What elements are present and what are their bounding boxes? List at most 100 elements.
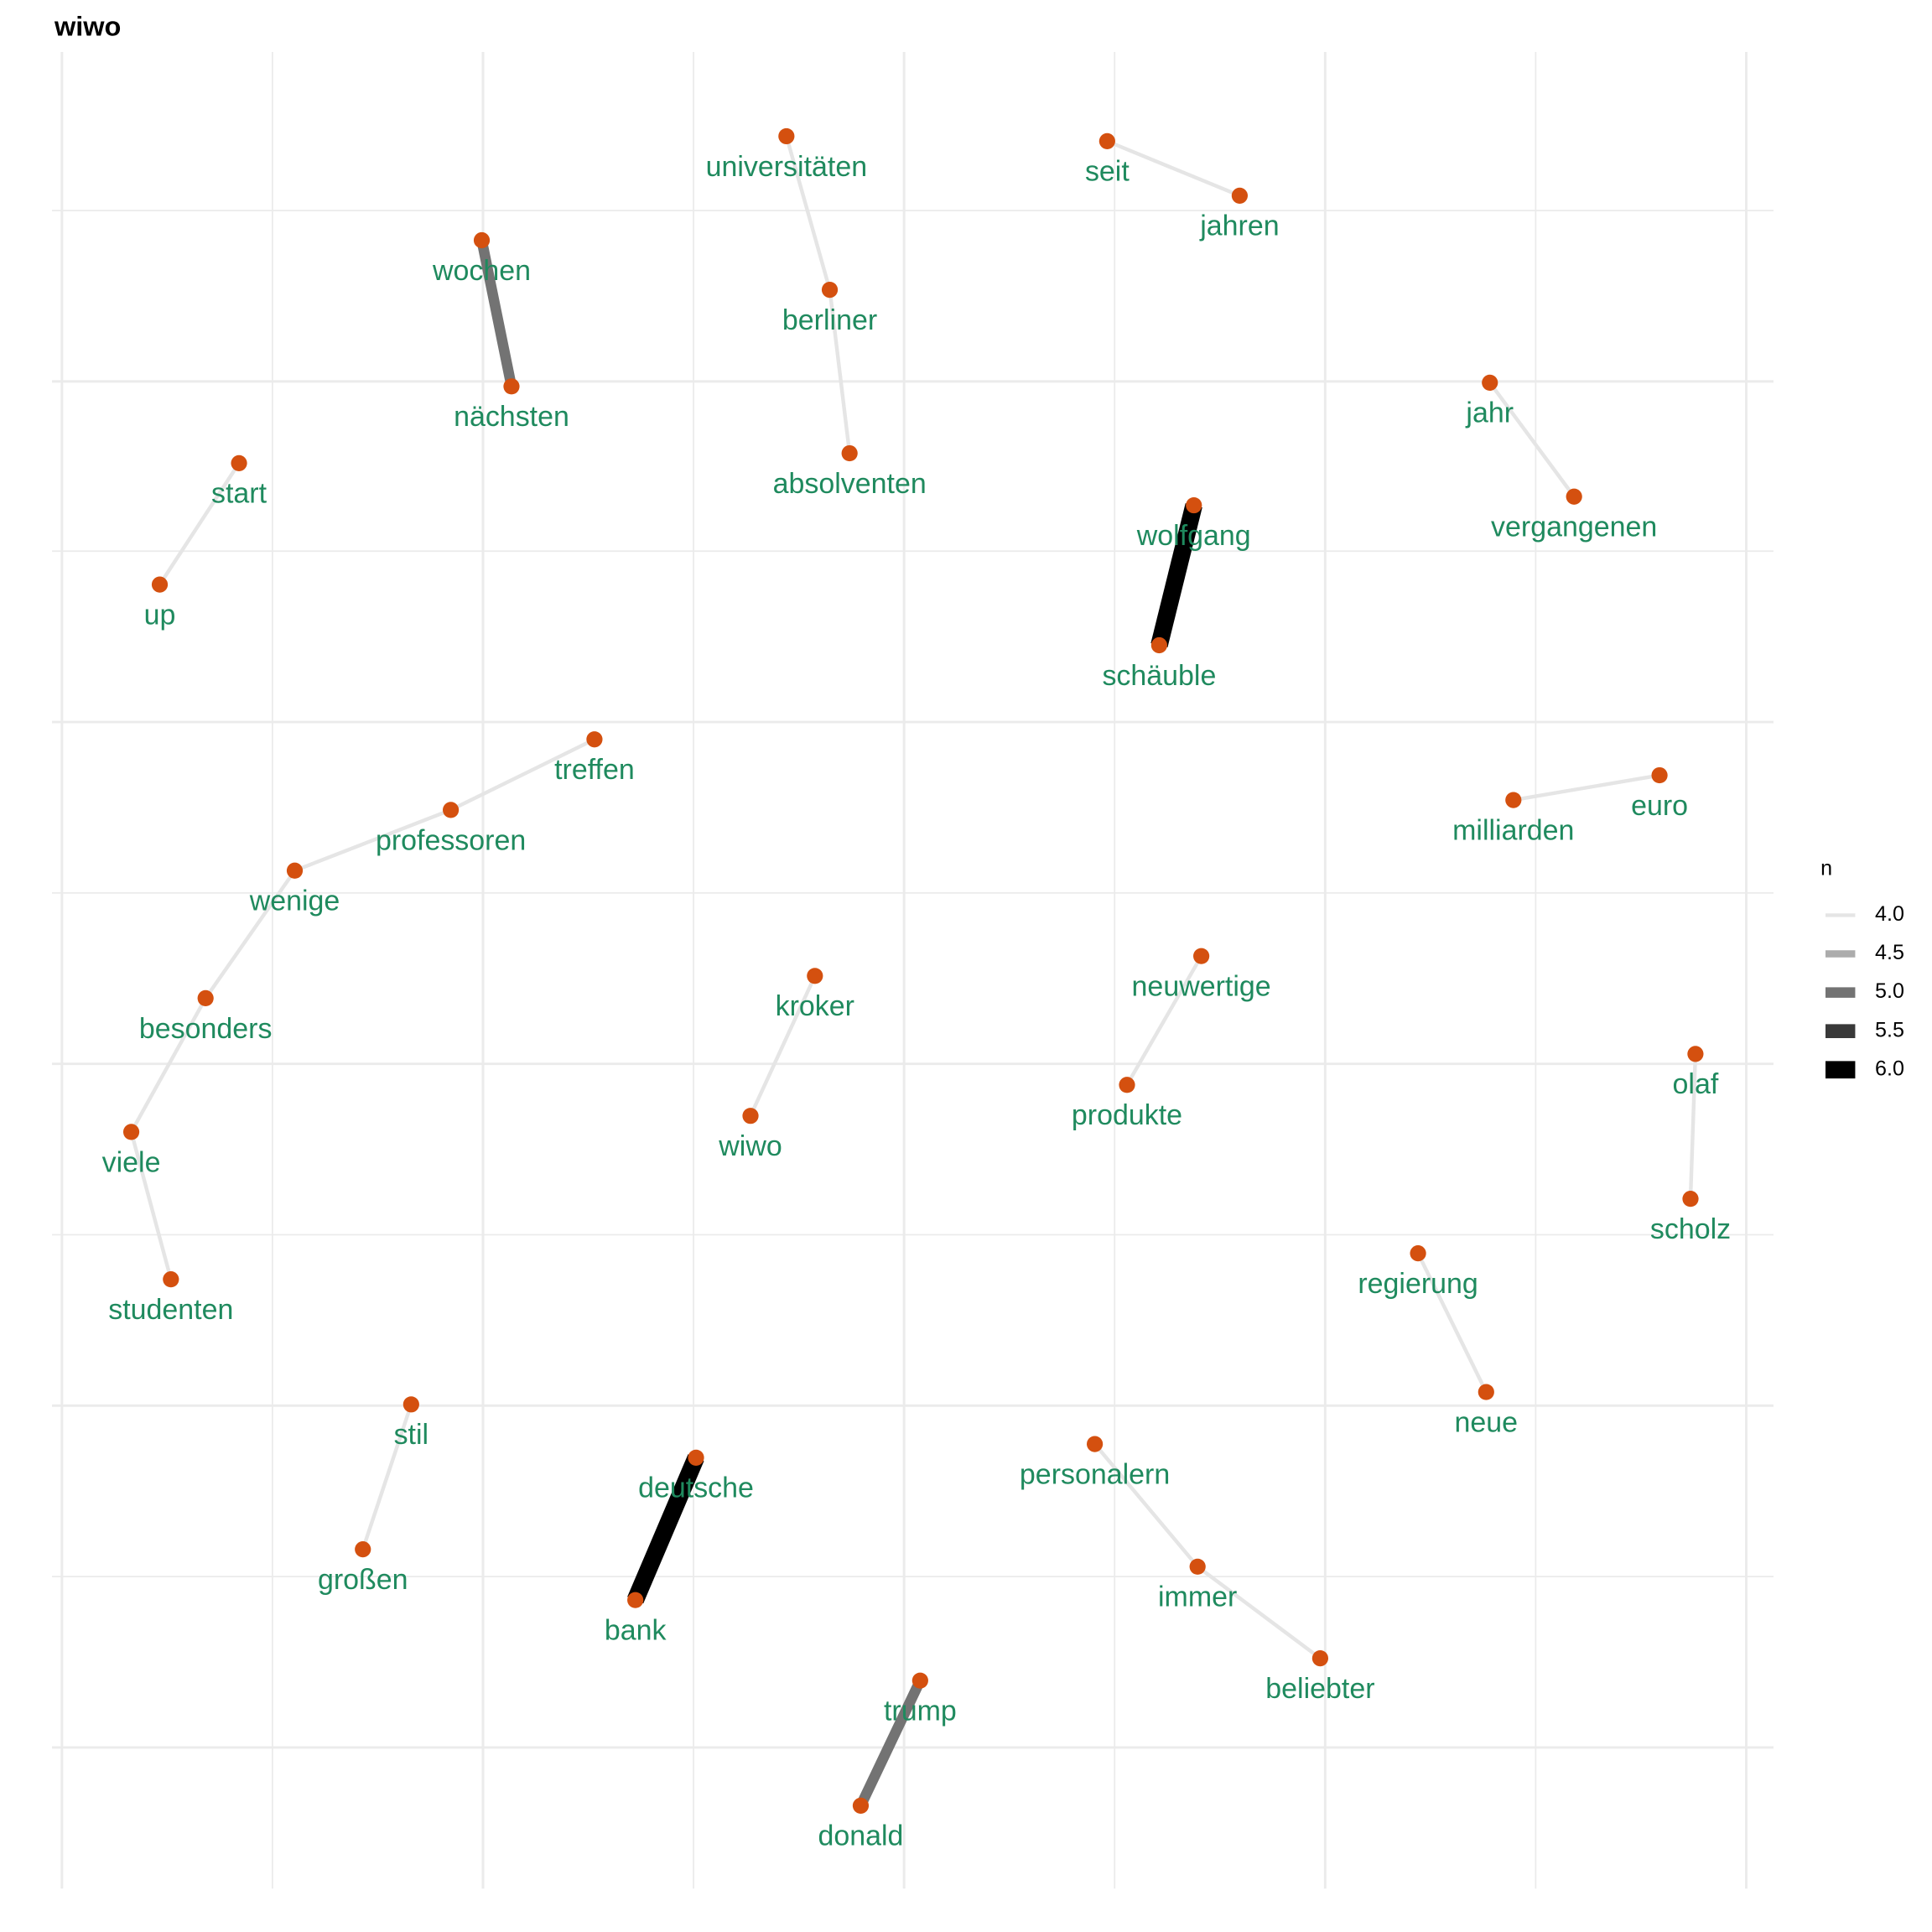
edge [828, 289, 852, 454]
node-label: donald [818, 1820, 903, 1852]
edge [1688, 1053, 1698, 1199]
node-label: up [144, 599, 176, 631]
node-point [122, 1124, 140, 1140]
node-point [1193, 948, 1210, 964]
edge [204, 870, 297, 1000]
node-label: euro [1631, 790, 1688, 822]
legend-label: 5.5 [1875, 1018, 1904, 1041]
node-point [852, 1797, 870, 1814]
node-point [586, 731, 603, 748]
node-label: kroker [776, 990, 854, 1022]
node-label: seit [1085, 156, 1130, 188]
node-point [355, 1541, 371, 1558]
node-point [1087, 1436, 1104, 1452]
node-point [1682, 1191, 1699, 1208]
node-label: scholz [1650, 1213, 1731, 1245]
edge [129, 1131, 173, 1280]
node-label: neuwertige [1132, 971, 1271, 1003]
node-point [911, 1672, 928, 1689]
node-point [231, 454, 247, 471]
legend-title: n [1820, 856, 1832, 880]
edge [1106, 139, 1241, 198]
edge [293, 808, 452, 873]
node-label: milliarden [1452, 814, 1574, 846]
edge [855, 1678, 926, 1809]
node-label: treffen [554, 754, 635, 786]
node-point [1311, 1650, 1328, 1667]
node-label: trump [884, 1696, 957, 1727]
node-label: besonders [139, 1013, 273, 1045]
edge [627, 1454, 704, 1604]
edge [1488, 382, 1576, 498]
node-label: wiwo [718, 1130, 782, 1162]
edge [1093, 1442, 1199, 1568]
node-label: regierung [1358, 1268, 1478, 1300]
edge [361, 1404, 413, 1550]
node-label: deutsche [638, 1472, 754, 1504]
edge [1196, 1565, 1322, 1660]
node-point [742, 1108, 759, 1124]
node-point [503, 378, 520, 395]
node-point [841, 444, 858, 462]
node-label: universitäten [706, 151, 868, 183]
node-point [151, 576, 169, 593]
node-label: viele [102, 1146, 161, 1178]
node-point [1410, 1245, 1426, 1262]
node-point [1478, 1384, 1494, 1400]
edge [158, 462, 241, 586]
node-label: absolventen [773, 468, 927, 500]
legend-label: 4.5 [1875, 941, 1904, 964]
node-label: start [211, 478, 267, 510]
node-label: wochen [432, 255, 531, 287]
node-label: stil [394, 1419, 429, 1451]
node-point [473, 231, 491, 249]
grid [52, 52, 1774, 1889]
node-point [1098, 132, 1115, 149]
node-point [821, 282, 839, 299]
node-label: olaf [1673, 1068, 1719, 1100]
edges [129, 135, 1698, 1809]
edge [476, 239, 517, 388]
node-point [1505, 792, 1522, 808]
node-label: personalern [1020, 1458, 1170, 1490]
node-point [688, 1449, 704, 1466]
node-point [1651, 766, 1668, 784]
node-label: studenten [108, 1294, 233, 1326]
edge [1150, 503, 1202, 647]
chart-title: wiwo [54, 12, 121, 42]
node-label: immer [1158, 1581, 1237, 1613]
node-point [1566, 488, 1582, 505]
node-point [1119, 1077, 1135, 1093]
node-point [1186, 496, 1202, 514]
node-point [778, 127, 795, 145]
node-label: beliebter [1265, 1673, 1374, 1705]
node-point [1482, 374, 1498, 391]
edge [449, 737, 595, 812]
node-point [1687, 1046, 1704, 1062]
node-label: jahren [1199, 210, 1279, 242]
node-point [163, 1271, 179, 1288]
node-label: jahr [1465, 397, 1514, 429]
nodes: start up wochen nächsten universitäten berlin… [102, 127, 1731, 1852]
edge [1513, 773, 1660, 802]
edge [1416, 1252, 1488, 1394]
node-label: bank [605, 1615, 667, 1647]
node-point [1150, 636, 1167, 654]
node-point [1231, 187, 1248, 204]
legend-label: 6.0 [1875, 1057, 1904, 1080]
node-point [627, 1592, 644, 1608]
node-label: großen [318, 1564, 408, 1596]
node-point [402, 1396, 419, 1413]
node-point [197, 989, 214, 1006]
node-point [443, 802, 460, 818]
node-point [807, 968, 823, 984]
node-label: wolfgang [1136, 520, 1251, 552]
node-point [1189, 1558, 1206, 1575]
node-label: vergangenen [1491, 512, 1657, 543]
legend: n 4.0 4.5 5.0 5.5 6.0 [1820, 856, 1904, 1080]
legend-label: 4.0 [1875, 902, 1904, 926]
node-label: schäuble [1102, 660, 1216, 692]
node-label: nächsten [454, 401, 569, 433]
